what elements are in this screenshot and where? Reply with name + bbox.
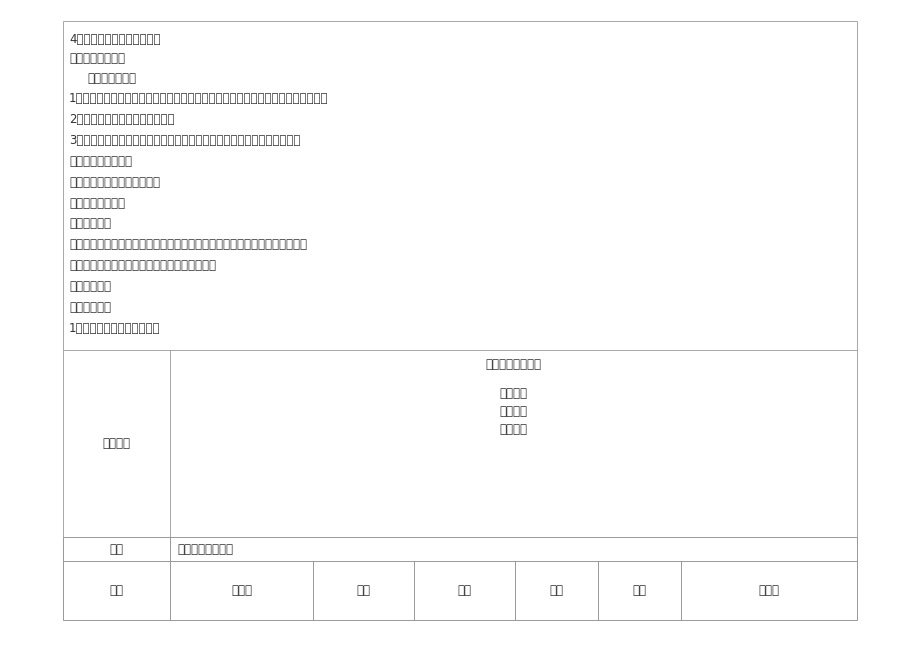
Text: 四、总结评价: 四、总结评价 — [69, 301, 111, 314]
Text: 学生探究收藏的方法: 学生探究收藏的方法 — [69, 155, 131, 168]
Text: 第２课数字图书馆: 第２课数字图书馆 — [485, 358, 540, 371]
Text: 第课时: 第课时 — [231, 584, 252, 597]
Text: 课时: 课时 — [109, 584, 123, 597]
Text: 学生反馈汇报，学生尝试练习: 学生反馈汇报，学生尝试练习 — [69, 176, 160, 189]
Text: 第３课在线借图书: 第３课在线借图书 — [177, 543, 233, 555]
Text: 2、学生在线阅读自己找到的书籍: 2、学生在线阅读自己找到的书籍 — [69, 113, 175, 126]
Text: 查找书籍: 查找书籍 — [499, 405, 527, 418]
Text: 总第: 总第 — [549, 584, 563, 597]
Text: 课型: 课型 — [356, 584, 370, 597]
Text: 主备人: 主备人 — [758, 584, 778, 597]
Text: 教师巡视指导: 教师巡视指导 — [69, 280, 111, 293]
Text: 新授: 新授 — [457, 584, 471, 597]
Text: 1、教师：在网上图书馆中找到自己喜欢的书籍后怎样阅读呢？你能自己试试看吗？: 1、教师：在网上图书馆中找到自己喜欢的书籍后怎样阅读呢？你能自己试试看吗？ — [69, 92, 328, 105]
Text: 课时: 课时 — [631, 584, 646, 597]
Text: 3、教师：如果自己找到的书籍没看完怎么办？你有什么比较好的办法吗？: 3、教师：如果自己找到的书籍没看完怎么办？你有什么比较好的办法吗？ — [69, 134, 300, 147]
Text: 注册帐号: 注册帐号 — [499, 387, 527, 400]
Text: 板书设计: 板书设计 — [103, 437, 130, 450]
Text: 学生利用自主查找自己喜欢的书籍进行阅读体验: 学生利用自主查找自己喜欢的书籍进行阅读体验 — [69, 259, 216, 272]
Text: 三、拓展应用: 三、拓展应用 — [69, 217, 111, 230]
Text: 教师讲解演示打开学校的资源库，找到图书的相关资源进行书目的查找和阅读: 教师讲解演示打开学校的资源库，找到图书的相关资源进行书目的查找和阅读 — [69, 238, 307, 251]
Text: 在线阅读: 在线阅读 — [499, 422, 527, 436]
Text: 教师进行讲解强调: 教师进行讲解强调 — [69, 197, 125, 210]
Text: 课题: 课题 — [109, 543, 123, 555]
Text: 4、学生演示查找书籍的方法: 4、学生演示查找书籍的方法 — [69, 33, 160, 46]
Text: （＝）在线阅读: （＝）在线阅读 — [87, 72, 136, 85]
Text: 1、教师点评学生的学习情况: 1、教师点评学生的学习情况 — [69, 322, 160, 335]
Text: 教师进行演示强调: 教师进行演示强调 — [69, 52, 125, 65]
